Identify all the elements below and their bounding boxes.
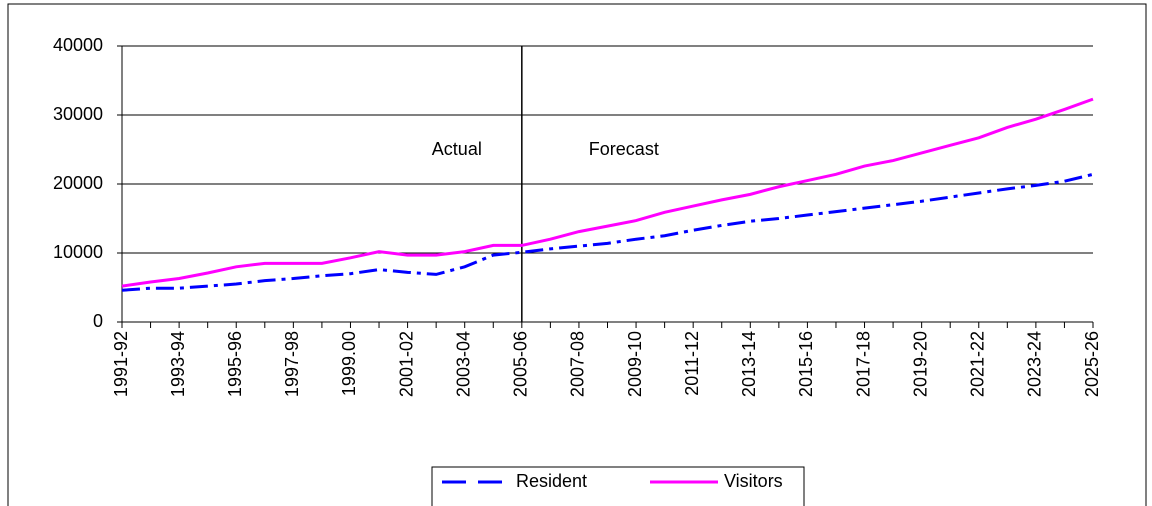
x-tick-label: 2005-06 (511, 331, 531, 397)
x-tick-label: 2003-04 (453, 331, 473, 397)
x-tick-label: 2021-22 (968, 331, 988, 397)
series-line (121, 172, 1094, 292)
x-tick-label: 2013-14 (739, 331, 759, 397)
x-tick-label: 1997-98 (282, 331, 302, 397)
x-tick-label: 2001-02 (396, 331, 416, 397)
x-tick-label: 2009-10 (625, 331, 645, 397)
x-tick-label: 2025-26 (1082, 331, 1102, 397)
legend-box (431, 466, 805, 506)
x-tick-label: 1991-92 (111, 331, 131, 397)
y-tick-label: 30000 (53, 104, 103, 124)
y-tick-label: 40000 (53, 35, 103, 55)
annotation: Forecast (589, 139, 659, 159)
y-tick-label: 10000 (53, 242, 103, 262)
legend-label: Visitors (724, 471, 783, 491)
legend-label: Resident (516, 471, 587, 491)
x-tick-label: 2023-24 (1025, 331, 1045, 397)
x-tick-label: 2007-08 (568, 331, 588, 397)
x-tick-label: 1993-94 (168, 331, 188, 397)
chart-frame (7, 3, 1147, 506)
y-tick-label: 0 (93, 311, 103, 331)
x-tick-label: 2015-16 (796, 331, 816, 397)
x-tick-label: 2019-20 (910, 331, 930, 397)
y-tick-label: 20000 (53, 173, 103, 193)
series-line (121, 97, 1094, 288)
x-tick-label: 2017-18 (853, 331, 873, 397)
x-tick-label: 1999.00 (339, 331, 359, 396)
x-tick-label: 2011-12 (682, 331, 702, 396)
annotation: Actual (432, 139, 482, 159)
x-tick-label: 1995-96 (225, 331, 245, 397)
